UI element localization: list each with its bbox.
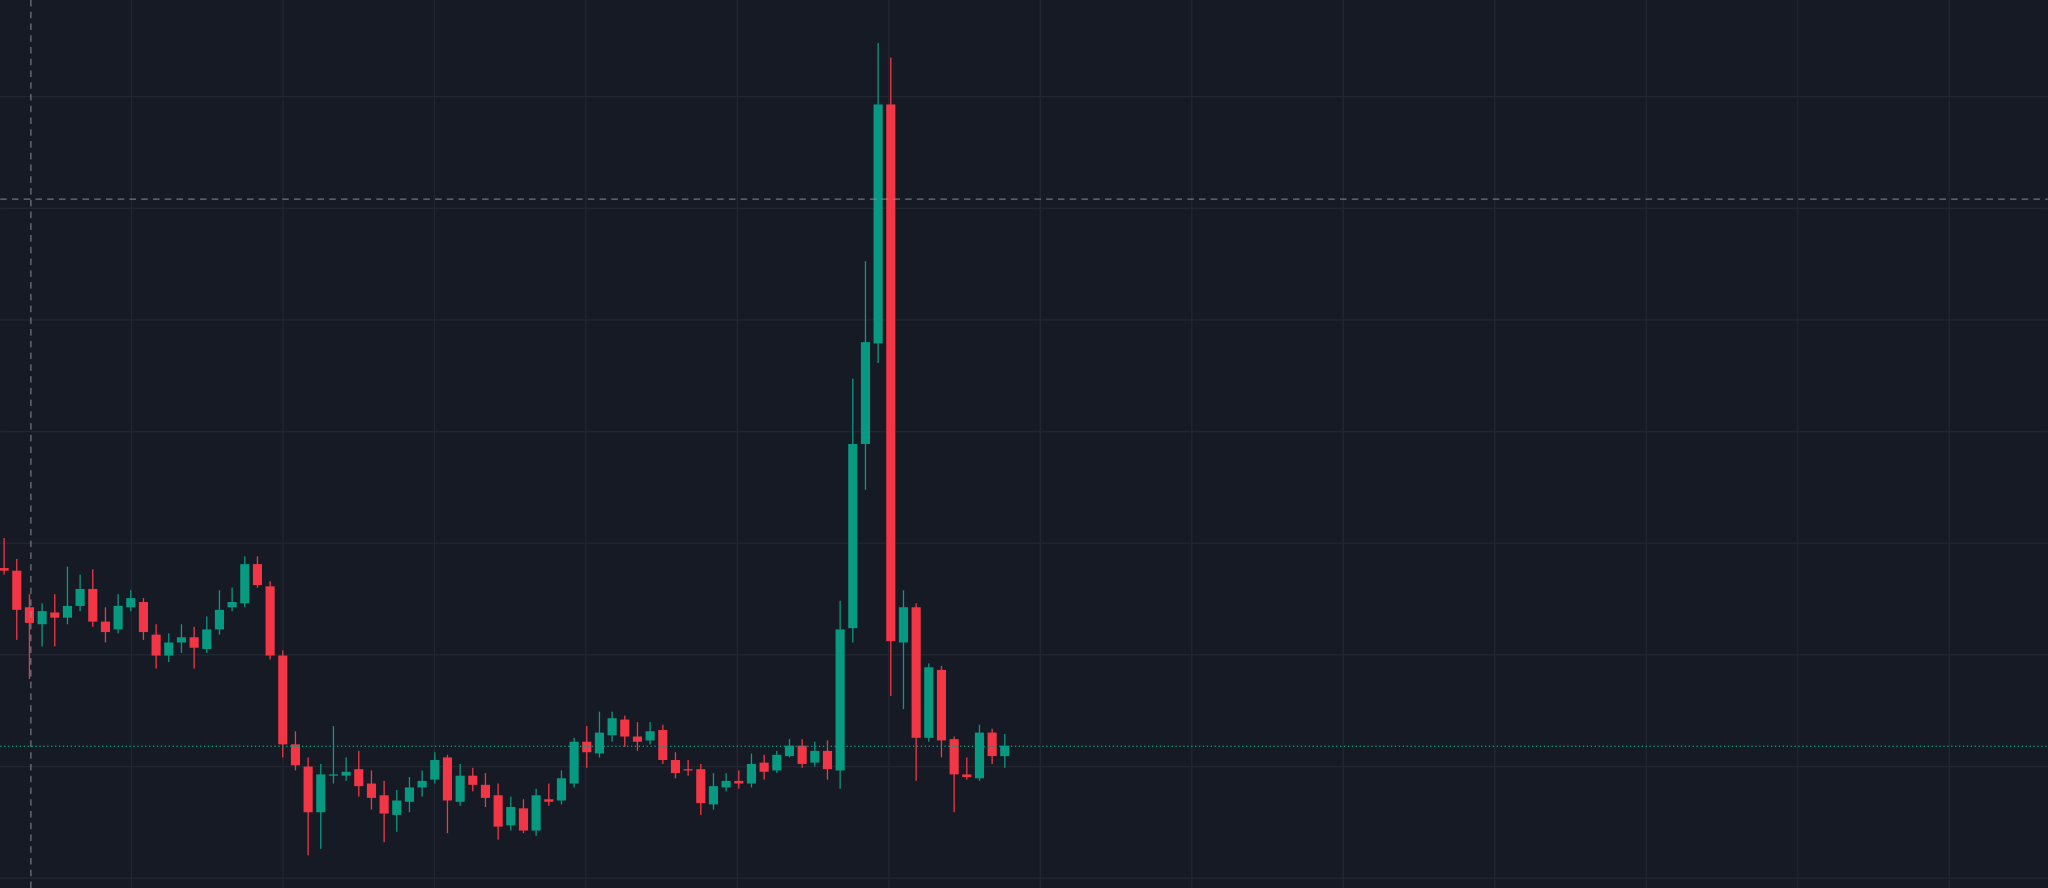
candle-body — [531, 795, 541, 831]
candle-body — [341, 771, 351, 776]
candle-body — [860, 342, 871, 444]
candle-body — [202, 629, 212, 650]
candle-body — [189, 637, 199, 648]
candle-body — [176, 637, 187, 643]
candle-body — [607, 718, 617, 736]
candle-body — [632, 736, 643, 742]
candle-body — [810, 750, 820, 763]
candle-body — [898, 607, 909, 643]
candle-body — [214, 609, 225, 630]
candle-body — [328, 774, 339, 776]
candle-body — [658, 729, 668, 761]
candle-body — [126, 598, 136, 608]
candle-body — [746, 763, 757, 784]
candle-body — [721, 780, 731, 788]
candle-body — [62, 605, 73, 618]
candle-body — [759, 762, 769, 772]
candle-body — [569, 741, 579, 784]
candle-body — [0, 568, 9, 571]
candle-body — [366, 783, 377, 798]
candle-body — [835, 629, 845, 771]
candle-body — [949, 739, 959, 775]
candle-body — [683, 769, 693, 771]
candle-body — [506, 807, 516, 826]
candle-body — [404, 787, 415, 802]
candle-body — [392, 800, 402, 815]
candle-body — [772, 754, 782, 771]
candle-body — [962, 774, 972, 777]
candle-body — [12, 570, 22, 610]
candles — [0, 43, 1010, 856]
candle-body — [886, 104, 896, 642]
candle-body — [936, 669, 947, 741]
candle-body — [822, 750, 833, 770]
candle-body — [848, 444, 858, 629]
candle-body — [265, 586, 275, 656]
candle-body — [151, 634, 161, 656]
candle-body — [303, 766, 313, 813]
candle-body — [138, 602, 149, 633]
candle-body — [252, 564, 263, 586]
candle-body — [784, 745, 795, 757]
candle-body — [37, 611, 47, 625]
candle-body — [278, 655, 288, 745]
candle-body — [987, 732, 997, 757]
candle-body — [113, 605, 123, 630]
candle-body — [911, 607, 921, 738]
candle-body — [734, 780, 744, 784]
candle-body — [924, 667, 934, 738]
candle-body — [417, 780, 427, 788]
candle-body — [354, 769, 364, 787]
candle-body — [582, 741, 592, 753]
candle-body — [480, 784, 491, 798]
candle-body — [316, 774, 326, 813]
candle-body — [493, 795, 503, 827]
candle-body — [442, 757, 453, 801]
candle-body — [556, 778, 567, 801]
candle-body — [240, 564, 250, 604]
candle-body — [75, 588, 85, 606]
candle-body — [1000, 745, 1010, 757]
candle-body — [290, 744, 301, 766]
candle-body — [430, 760, 440, 780]
candle-body — [594, 732, 605, 754]
candle-body — [696, 769, 706, 804]
candle-body — [379, 795, 389, 814]
candle-body — [455, 775, 465, 802]
candle-body — [670, 760, 681, 774]
candle-body — [88, 588, 98, 622]
candle-body — [974, 732, 985, 779]
candle-body — [24, 607, 35, 623]
candle-body — [873, 104, 883, 344]
candle-body — [100, 621, 111, 633]
candle-body — [645, 731, 655, 741]
candle-body — [50, 612, 60, 618]
candle-body — [468, 775, 478, 785]
candle-body — [620, 719, 630, 737]
candle-body — [708, 786, 719, 805]
candle-body — [164, 642, 174, 656]
candle-body — [544, 799, 554, 802]
candle-body — [797, 745, 807, 764]
candle-body — [227, 602, 237, 608]
candle-body — [518, 808, 529, 831]
